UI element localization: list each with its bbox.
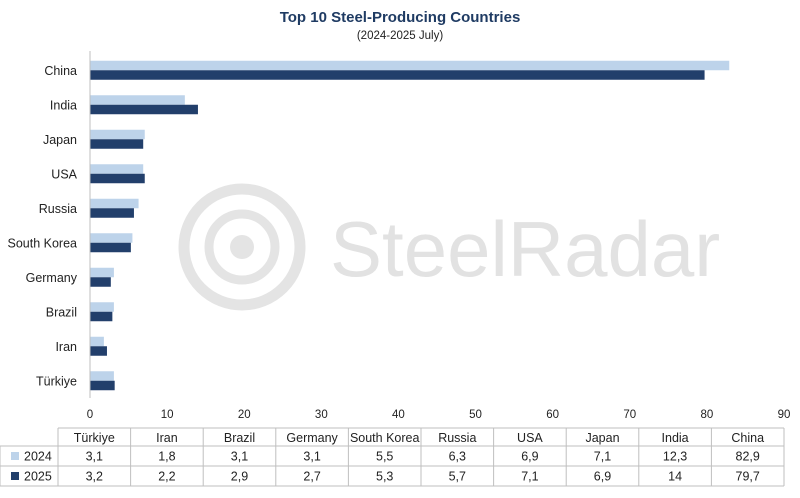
watermark-text: SteelRadar	[330, 205, 720, 293]
bar-2025-china	[90, 70, 705, 80]
bar-2025-india	[90, 104, 198, 115]
table-cell: 6,9	[594, 470, 611, 484]
watermark-logo-icon	[178, 183, 306, 311]
table-header-cell: Türkiye	[74, 431, 115, 445]
watermark: SteelRadar	[178, 183, 720, 311]
x-tick-label: 90	[778, 409, 791, 421]
bar-2024-germany	[90, 267, 114, 278]
x-tick-label: 80	[700, 409, 713, 421]
bar-2024-iran	[90, 336, 104, 347]
category-label: Japan	[43, 133, 77, 147]
table-cell: 3,1	[86, 450, 103, 464]
bar-2025-russia	[90, 208, 134, 218]
category-label: Türkiye	[36, 374, 77, 388]
category-label: India	[50, 98, 77, 112]
table-cell: 6,3	[449, 450, 466, 464]
bar-2025-türkiye	[90, 380, 115, 391]
table-cell: 82,9	[736, 450, 760, 464]
chart-subtitle: (2024-2025 July)	[357, 30, 443, 42]
table-cell: 7,1	[594, 450, 611, 464]
table-header-cell: Brazil	[224, 431, 255, 445]
x-tick-label: 30	[315, 409, 328, 421]
bar-2024-brazil	[90, 302, 114, 312]
bar-2024-türkiye	[90, 371, 114, 381]
bar-2025-south-korea	[90, 242, 131, 253]
bar-2024-china	[90, 60, 730, 71]
table-header-cell: USA	[517, 431, 543, 445]
table-cell: 3,1	[231, 450, 248, 464]
table-header-cell: Japan	[585, 431, 619, 445]
category-label: Iran	[55, 340, 77, 354]
table-cell: 1,8	[158, 450, 175, 464]
bar-2025-japan	[90, 139, 144, 149]
data-table: Türkiye Iran Brazil Germany South Korea Russi…	[0, 427, 785, 487]
x-tick-label: 0	[87, 409, 93, 421]
bar-2025-usa	[90, 173, 145, 184]
plot-area: China India Japan USA Russia South Korea Germa…	[8, 51, 791, 421]
chart-title: Top 10 Steel-Producing Countries	[280, 9, 521, 26]
table-cell: 6,9	[521, 450, 538, 464]
category-label: USA	[51, 167, 77, 181]
table-header-cell: India	[662, 431, 689, 445]
table-cell: 7,1	[521, 470, 538, 484]
table-cell: 2,7	[303, 470, 320, 484]
x-tick-label: 10	[161, 409, 174, 421]
table-cell: 3,1	[303, 450, 320, 464]
table-cell: 3,2	[86, 470, 103, 484]
x-tick-label: 70	[623, 409, 636, 421]
category-label: South Korea	[8, 236, 78, 250]
table-header-cell: Germany	[286, 431, 338, 445]
table-cell: 5,3	[376, 470, 393, 484]
x-tick-label: 20	[238, 409, 251, 421]
bar-2024-japan	[90, 129, 145, 140]
legend-key-2024	[11, 452, 19, 460]
bar-2024-russia	[90, 198, 139, 209]
table-cell: 5,5	[376, 450, 393, 464]
table-row-label: 2025	[24, 470, 52, 484]
bar-2024-usa	[90, 164, 144, 174]
table-cell: 5,7	[449, 470, 466, 484]
legend-key-2025	[11, 472, 19, 480]
category-label: Brazil	[46, 305, 77, 319]
table-header-cell: China	[731, 431, 764, 445]
x-tick-label: 60	[546, 409, 559, 421]
bar-2024-india	[90, 95, 185, 105]
bar-2025-iran	[90, 346, 107, 356]
x-tick-label: 50	[469, 409, 482, 421]
table-header-cell: Russia	[438, 431, 476, 445]
bar-2025-brazil	[90, 311, 113, 322]
table-cell: 2,2	[158, 470, 175, 484]
table-header-cell: South Korea	[350, 431, 420, 445]
bar-2025-germany	[90, 277, 111, 287]
table-header-cell: Iran	[156, 431, 178, 445]
table-cell: 12,3	[663, 450, 687, 464]
x-tick-label: 40	[392, 409, 405, 421]
category-label: Russia	[39, 202, 77, 216]
table-cell: 79,7	[736, 470, 760, 484]
table-row-label: 2024	[24, 450, 52, 464]
bar-2024-south-korea	[90, 233, 133, 243]
table-cell: 2,9	[231, 470, 248, 484]
category-label: Germany	[26, 271, 78, 285]
table-cell: 14	[668, 470, 682, 484]
category-label: China	[44, 64, 77, 78]
